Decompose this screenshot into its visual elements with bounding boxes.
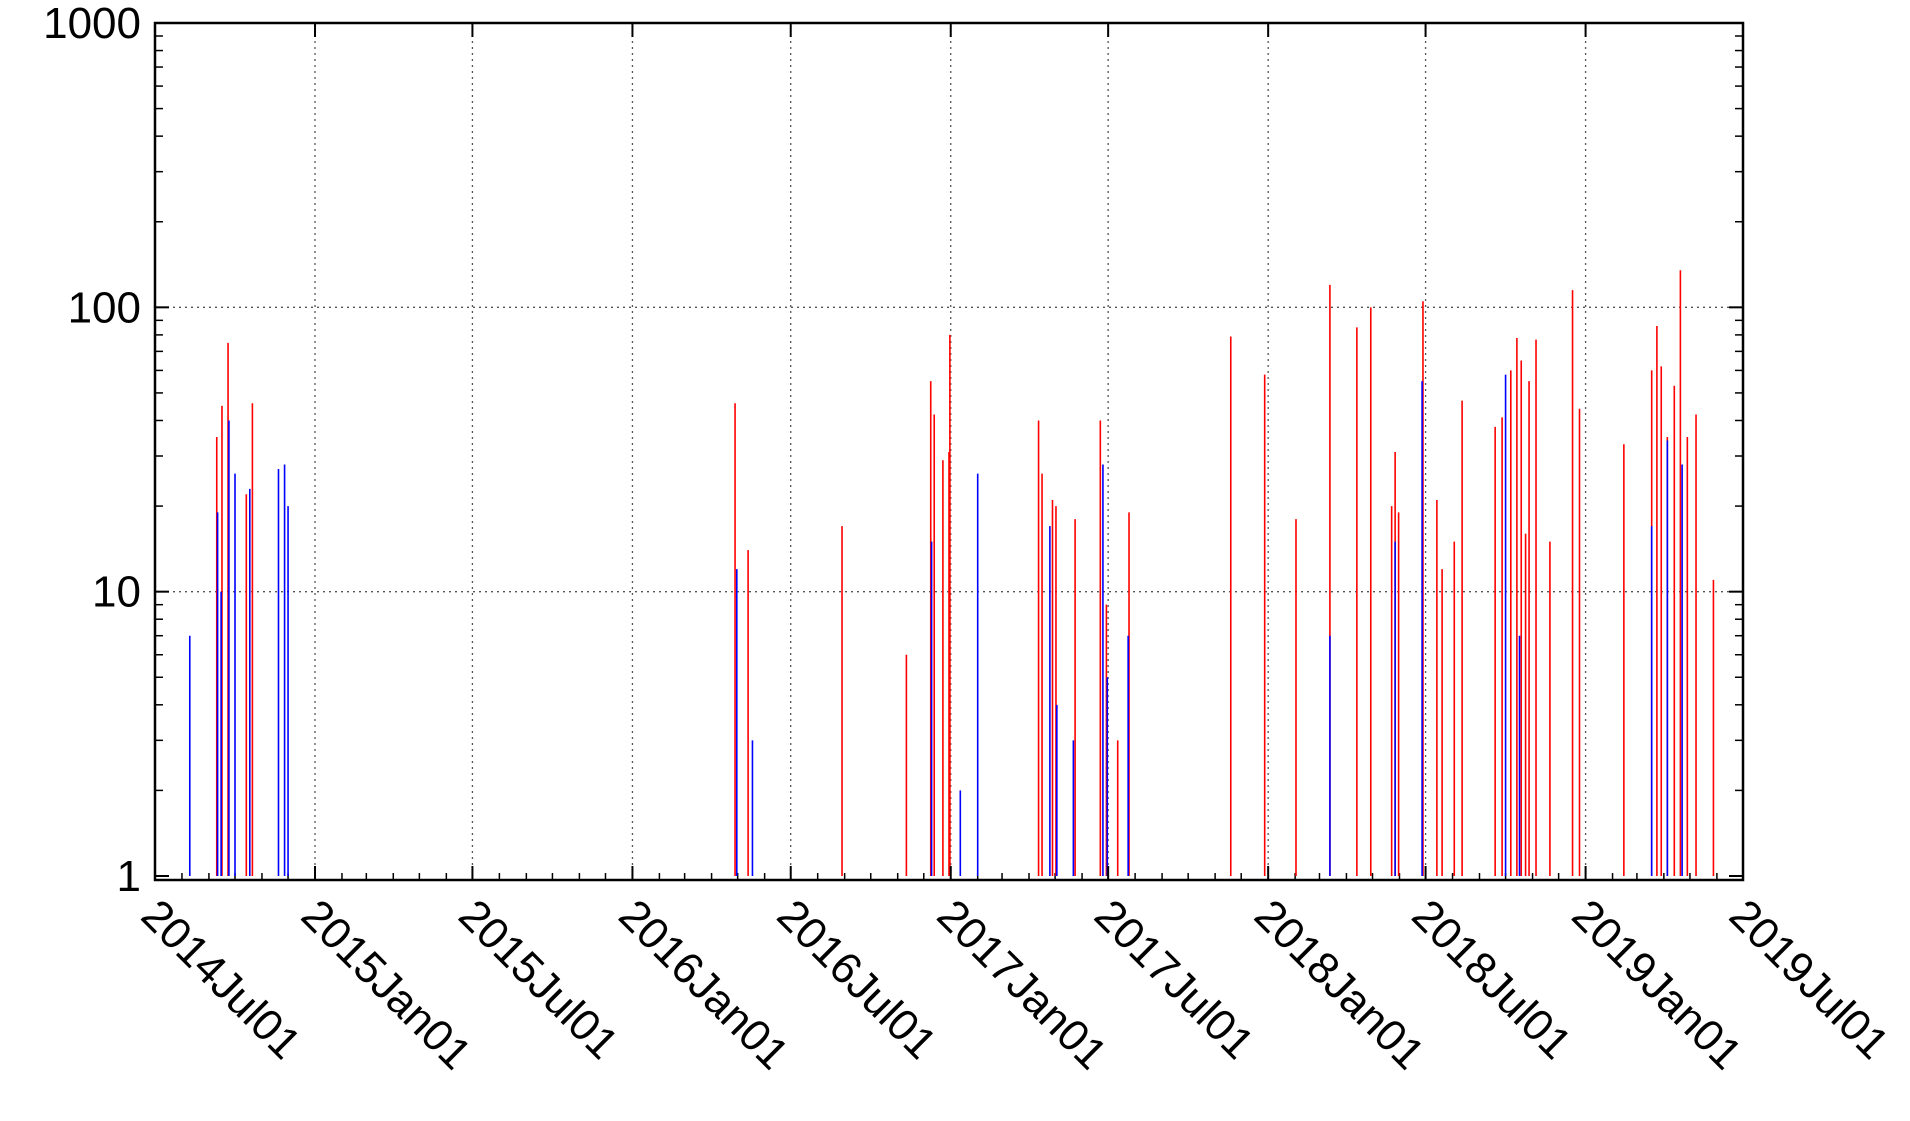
minor-ticks: [155, 35, 1743, 880]
y-tick-label: 1000: [43, 0, 141, 48]
plot-frame: [153, 21, 1745, 882]
y-axis-ticks: 1 10 100 1000: [43, 0, 1743, 901]
y-tick-label: 10: [92, 568, 141, 617]
data-bars: [188, 270, 1715, 876]
y-tick-label: 100: [68, 283, 141, 332]
y-tick-label: 1: [117, 852, 141, 901]
grid-lines: [155, 23, 1743, 880]
